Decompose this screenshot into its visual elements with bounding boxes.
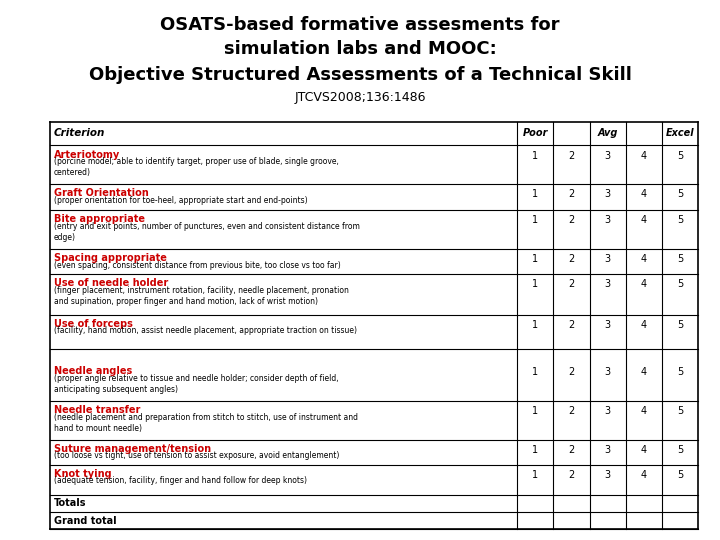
- Text: Arteriotomy: Arteriotomy: [54, 150, 120, 159]
- Text: 3: 3: [605, 279, 611, 289]
- Text: Spacing appropriate: Spacing appropriate: [54, 253, 167, 263]
- Text: 3: 3: [605, 470, 611, 480]
- Text: Graft Orientation: Graft Orientation: [54, 188, 149, 198]
- Text: Needle transfer: Needle transfer: [54, 405, 140, 415]
- Text: (proper angle relative to tissue and needle holder; consider depth of field,
ant: (proper angle relative to tissue and nee…: [54, 374, 338, 394]
- Text: (proper orientation for toe-heel, appropriate start and end-points): (proper orientation for toe-heel, approp…: [54, 196, 307, 205]
- Text: Excel: Excel: [666, 129, 695, 138]
- Text: (entry and exit points, number of punctures, even and consistent distance from
e: (entry and exit points, number of punctu…: [54, 222, 360, 242]
- Text: 2: 2: [568, 445, 575, 455]
- Text: 4: 4: [641, 190, 647, 199]
- Text: Use of forceps: Use of forceps: [54, 319, 133, 329]
- Text: Poor: Poor: [523, 129, 548, 138]
- Text: 1: 1: [532, 320, 538, 330]
- Text: 5: 5: [677, 470, 683, 480]
- Text: 5: 5: [677, 445, 683, 455]
- Text: 4: 4: [641, 215, 647, 225]
- Text: 3: 3: [605, 254, 611, 264]
- Text: 3: 3: [605, 215, 611, 225]
- Text: Criterion: Criterion: [54, 129, 105, 138]
- Text: JTCVS2008;136:1486: JTCVS2008;136:1486: [294, 91, 426, 104]
- Text: 2: 2: [568, 470, 575, 480]
- Text: Bite appropriate: Bite appropriate: [54, 214, 145, 224]
- Text: (porcine model; able to identify target, proper use of blade, single groove,
cen: (porcine model; able to identify target,…: [54, 157, 339, 177]
- Text: 4: 4: [641, 279, 647, 289]
- Text: Avg: Avg: [598, 129, 618, 138]
- Text: 2: 2: [568, 406, 575, 416]
- Text: 4: 4: [641, 470, 647, 480]
- Text: (too loose vs tight, use of tension to assist exposure, avoid entanglement): (too loose vs tight, use of tension to a…: [54, 451, 339, 461]
- Text: Objective Structured Assessments of a Technical Skill: Objective Structured Assessments of a Te…: [89, 66, 631, 84]
- Text: 3: 3: [605, 406, 611, 416]
- Text: 1: 1: [532, 151, 538, 160]
- Text: 4: 4: [641, 320, 647, 330]
- Text: 4: 4: [641, 406, 647, 416]
- Text: 2: 2: [568, 279, 575, 289]
- Text: 3: 3: [605, 445, 611, 455]
- Text: Knot tying: Knot tying: [54, 469, 112, 479]
- Text: 1: 1: [532, 445, 538, 455]
- Text: 1: 1: [532, 279, 538, 289]
- Text: 4: 4: [641, 367, 647, 377]
- Text: (adequate tension, facility, finger and hand follow for deep knots): (adequate tension, facility, finger and …: [54, 476, 307, 485]
- Text: (facility, hand motion, assist needle placement, appropriate traction on tissue): (facility, hand motion, assist needle pl…: [54, 327, 357, 335]
- Text: 5: 5: [677, 215, 683, 225]
- Text: 1: 1: [532, 190, 538, 199]
- Text: 4: 4: [641, 254, 647, 264]
- Text: 3: 3: [605, 320, 611, 330]
- Text: Grand total: Grand total: [54, 516, 117, 525]
- Text: (finger placement, instrument rotation, facility, needle placement, pronation
an: (finger placement, instrument rotation, …: [54, 286, 349, 306]
- Text: 5: 5: [677, 406, 683, 416]
- Text: Totals: Totals: [54, 498, 86, 508]
- Text: Use of needle holder: Use of needle holder: [54, 278, 168, 288]
- Text: 2: 2: [568, 320, 575, 330]
- Text: 4: 4: [641, 445, 647, 455]
- Text: 5: 5: [677, 254, 683, 264]
- Text: 4: 4: [641, 151, 647, 160]
- Text: Needle angles: Needle angles: [54, 366, 132, 376]
- Text: 1: 1: [532, 470, 538, 480]
- Text: 5: 5: [677, 279, 683, 289]
- Text: 1: 1: [532, 367, 538, 377]
- Text: 5: 5: [677, 190, 683, 199]
- Text: 2: 2: [568, 151, 575, 160]
- Text: 5: 5: [677, 151, 683, 160]
- Text: (needle placement and preparation from stitch to stitch, use of instrument and
h: (needle placement and preparation from s…: [54, 413, 358, 433]
- Text: OSATS-based formative assesments for: OSATS-based formative assesments for: [161, 16, 559, 34]
- Text: simulation labs and MOOC:: simulation labs and MOOC:: [224, 40, 496, 58]
- Text: 3: 3: [605, 367, 611, 377]
- Text: 2: 2: [568, 215, 575, 225]
- Text: 5: 5: [677, 320, 683, 330]
- Text: 5: 5: [677, 367, 683, 377]
- Text: 1: 1: [532, 406, 538, 416]
- Text: Suture management/tension: Suture management/tension: [54, 444, 211, 454]
- Text: 2: 2: [568, 367, 575, 377]
- Text: 2: 2: [568, 254, 575, 264]
- Text: (even spacing, consistent distance from previous bite, too close vs too far): (even spacing, consistent distance from …: [54, 260, 341, 269]
- Text: 2: 2: [568, 190, 575, 199]
- Text: 1: 1: [532, 215, 538, 225]
- Text: 3: 3: [605, 151, 611, 160]
- Text: 1: 1: [532, 254, 538, 264]
- Text: 3: 3: [605, 190, 611, 199]
